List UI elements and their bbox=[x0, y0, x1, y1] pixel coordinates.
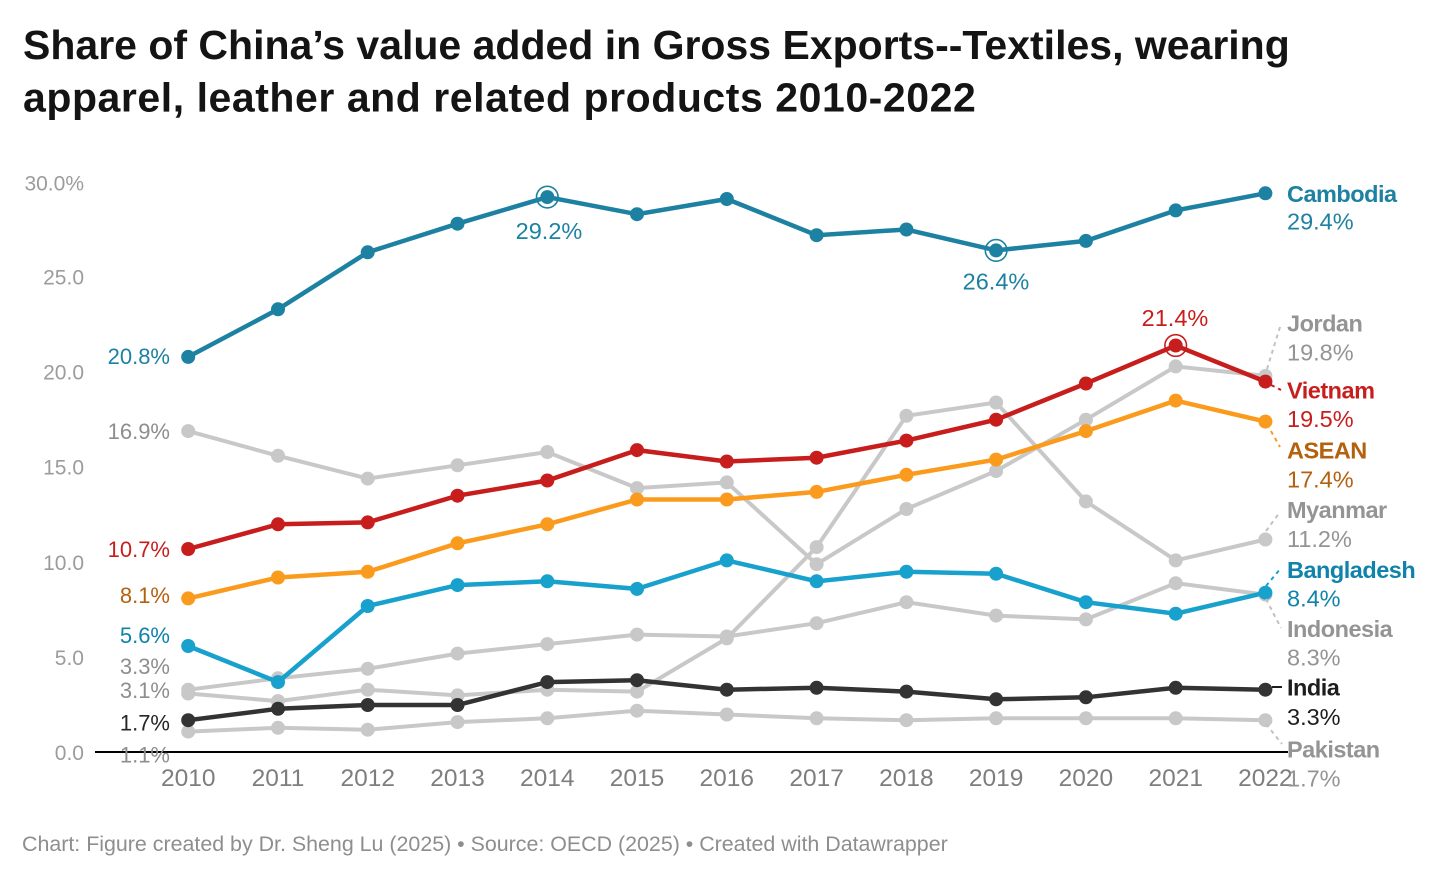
svg-text:10.7%: 10.7% bbox=[108, 537, 170, 562]
svg-text:Share of China’s value added i: Share of China’s value added in Gross Ex… bbox=[23, 22, 1290, 68]
svg-text:2010: 2010 bbox=[161, 765, 216, 792]
svg-text:26.4%: 26.4% bbox=[963, 269, 1030, 295]
svg-text:20.8%: 20.8% bbox=[108, 344, 170, 369]
svg-text:21.4%: 21.4% bbox=[1142, 305, 1209, 331]
svg-text:1.7%: 1.7% bbox=[120, 711, 170, 736]
svg-text:5.6%: 5.6% bbox=[120, 623, 170, 648]
svg-text:Jordan: Jordan bbox=[1287, 310, 1362, 336]
svg-text:2017: 2017 bbox=[789, 765, 844, 792]
svg-text:Bangladesh: Bangladesh bbox=[1287, 557, 1415, 583]
svg-text:1.7%: 1.7% bbox=[1287, 766, 1341, 792]
svg-text:3.3%: 3.3% bbox=[120, 654, 170, 679]
svg-text:2019: 2019 bbox=[969, 765, 1024, 792]
svg-text:India: India bbox=[1287, 674, 1341, 700]
svg-text:29.4%: 29.4% bbox=[1287, 209, 1354, 235]
svg-text:3.3%: 3.3% bbox=[1287, 704, 1341, 730]
svg-text:Myanmar: Myanmar bbox=[1287, 497, 1387, 523]
svg-text:2021: 2021 bbox=[1148, 765, 1203, 792]
svg-text:1.1%: 1.1% bbox=[120, 743, 170, 768]
svg-text:2013: 2013 bbox=[430, 765, 485, 792]
svg-text:30.0%: 30.0% bbox=[24, 173, 84, 196]
svg-text:10.0: 10.0 bbox=[43, 552, 84, 575]
svg-text:Indonesia: Indonesia bbox=[1287, 616, 1394, 642]
svg-text:11.2%: 11.2% bbox=[1287, 526, 1352, 552]
svg-text:Vietnam: Vietnam bbox=[1287, 377, 1375, 403]
svg-text:Chart: Figure created by Dr. S: Chart: Figure created by Dr. Sheng Lu (2… bbox=[22, 832, 948, 856]
svg-text:29.2%: 29.2% bbox=[516, 218, 583, 244]
svg-text:15.0: 15.0 bbox=[43, 457, 84, 480]
svg-text:8.3%: 8.3% bbox=[1287, 645, 1341, 671]
svg-text:19.8%: 19.8% bbox=[1287, 339, 1354, 365]
svg-text:20.0: 20.0 bbox=[43, 362, 84, 385]
svg-text:3.1%: 3.1% bbox=[120, 678, 170, 703]
svg-text:Pakistan: Pakistan bbox=[1287, 736, 1380, 762]
svg-text:17.4%: 17.4% bbox=[1287, 466, 1354, 492]
svg-text:8.1%: 8.1% bbox=[120, 583, 170, 608]
svg-text:8.4%: 8.4% bbox=[1287, 585, 1341, 611]
svg-text:5.0: 5.0 bbox=[55, 647, 84, 670]
svg-text:2018: 2018 bbox=[879, 765, 934, 792]
svg-text:2020: 2020 bbox=[1059, 765, 1114, 792]
svg-text:2022: 2022 bbox=[1238, 765, 1293, 792]
svg-text:19.5%: 19.5% bbox=[1287, 406, 1354, 432]
svg-text:2016: 2016 bbox=[700, 765, 755, 792]
svg-text:2015: 2015 bbox=[610, 765, 665, 792]
svg-text:0.0: 0.0 bbox=[55, 742, 84, 765]
svg-text:Cambodia: Cambodia bbox=[1287, 181, 1398, 207]
svg-text:25.0: 25.0 bbox=[43, 267, 84, 290]
svg-text:2012: 2012 bbox=[340, 765, 395, 792]
svg-text:ASEAN: ASEAN bbox=[1287, 438, 1367, 464]
svg-text:2011: 2011 bbox=[252, 765, 305, 792]
svg-text:16.9%: 16.9% bbox=[108, 419, 170, 444]
svg-text:2014: 2014 bbox=[520, 765, 575, 792]
svg-text:apparel, leather and related p: apparel, leather and related products 20… bbox=[23, 75, 976, 121]
